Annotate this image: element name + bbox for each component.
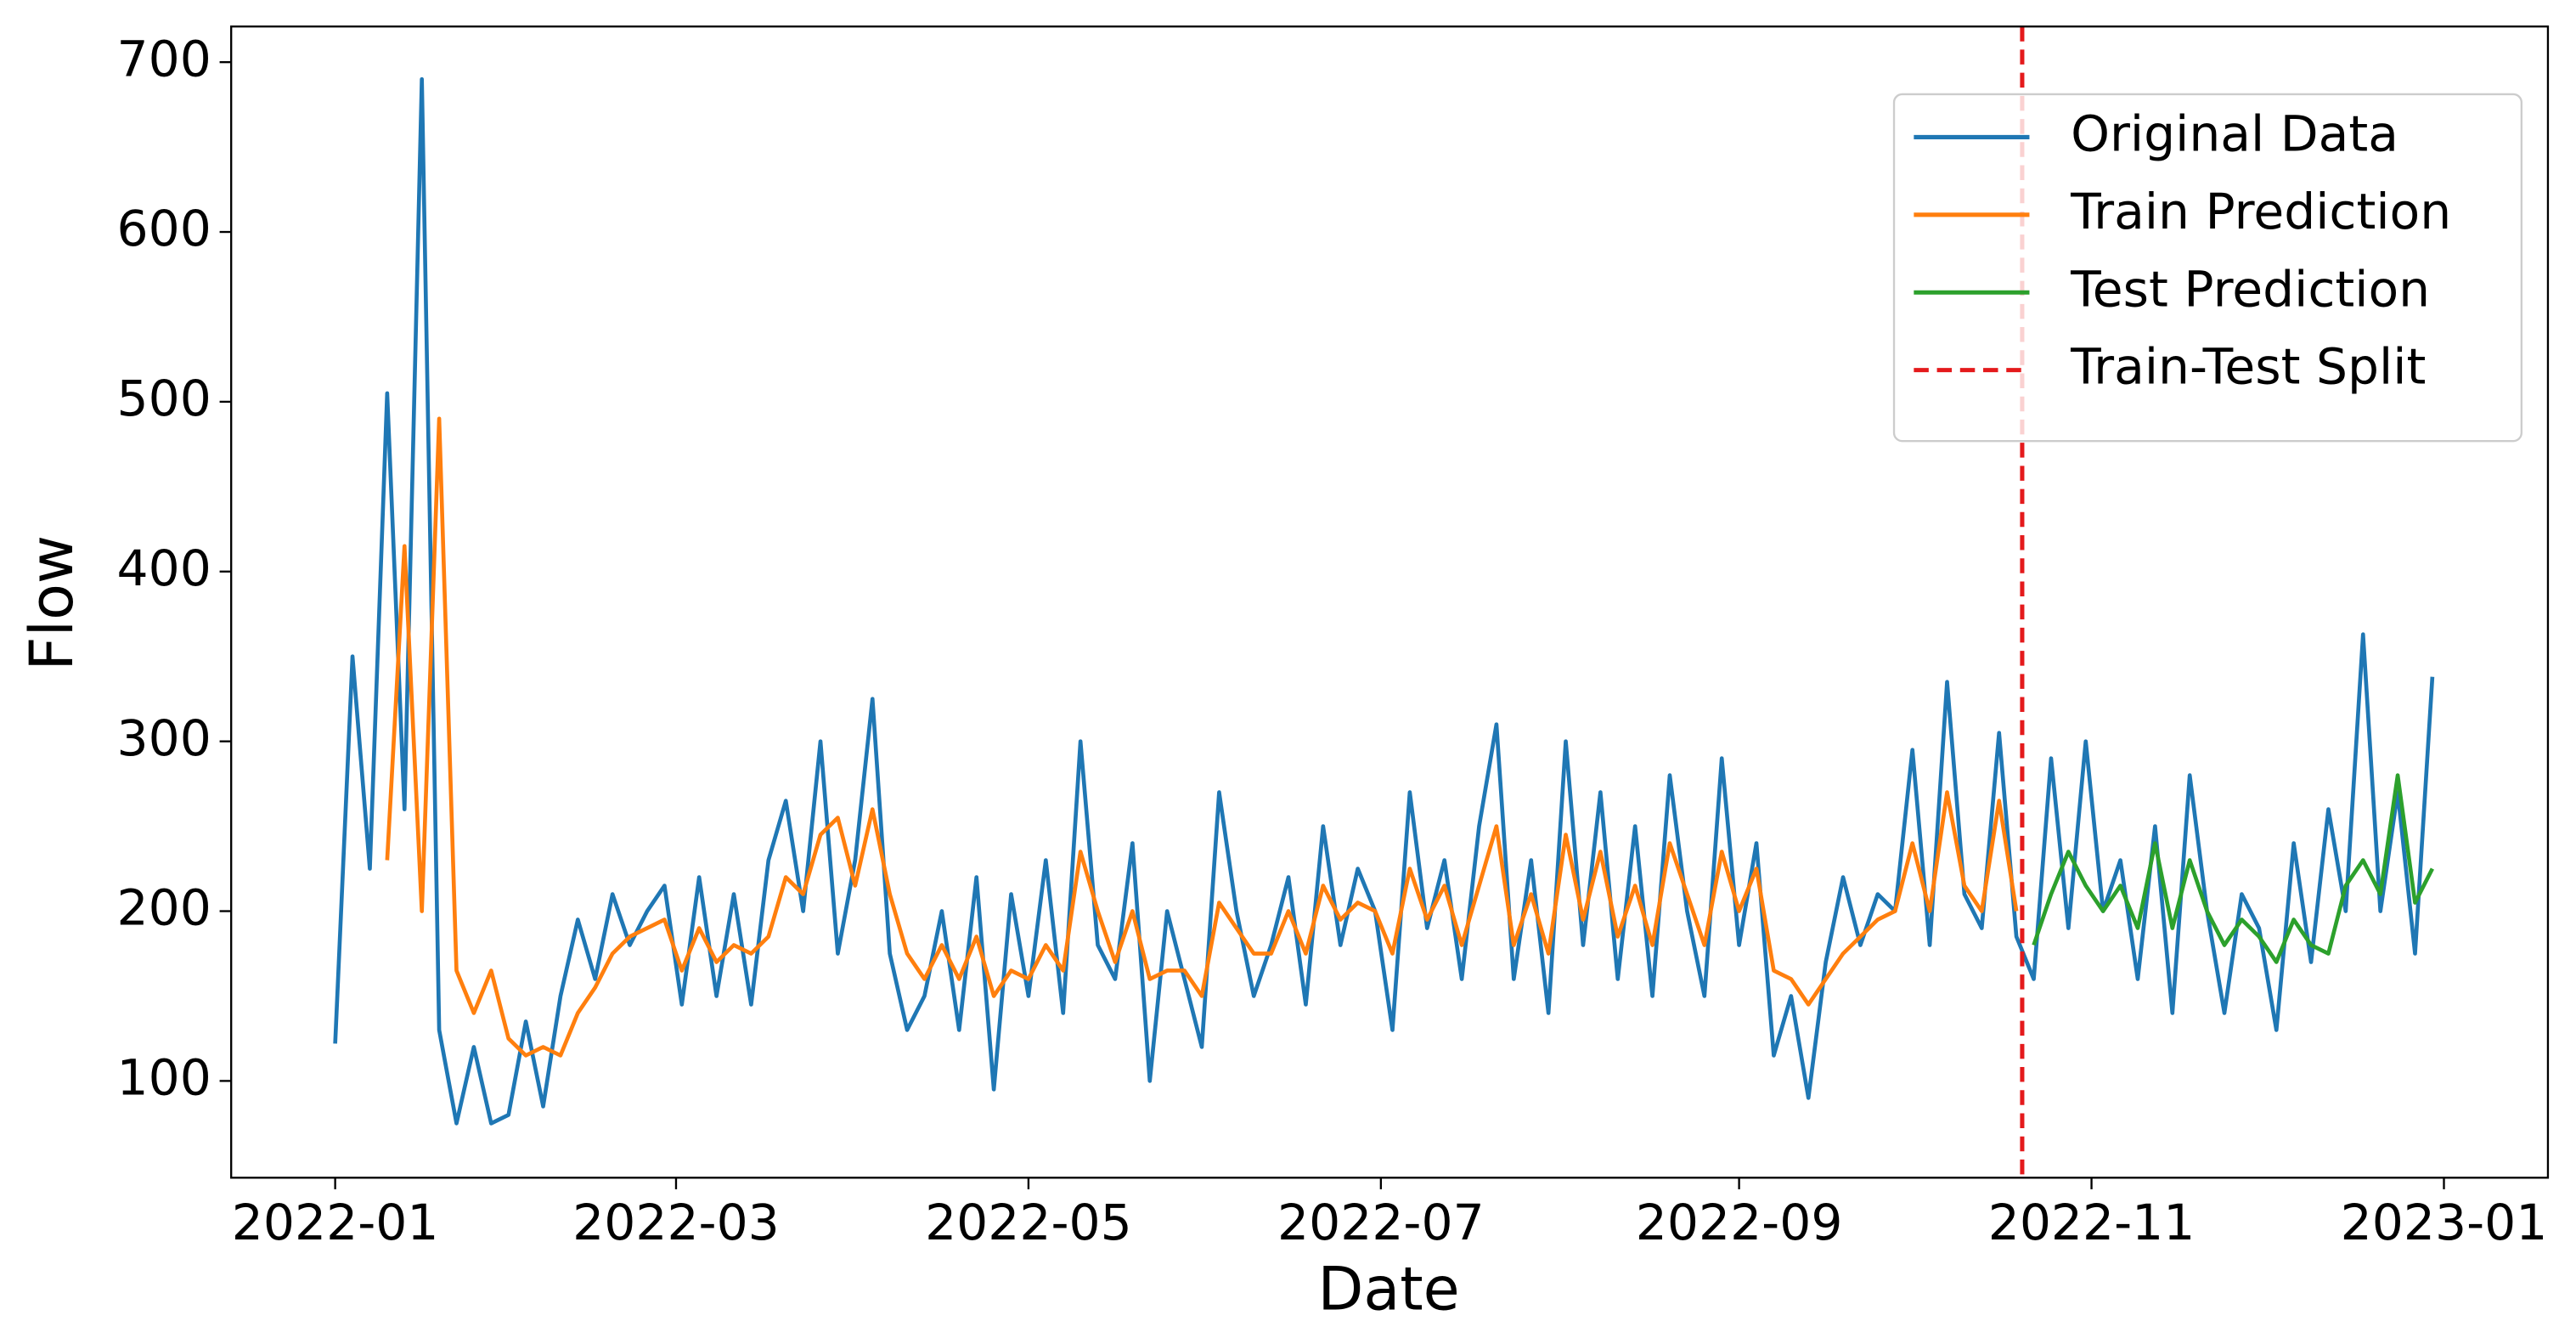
series-line [333,76,2435,1126]
y-tick-label: 600 [117,200,211,257]
x-tick-label: 2022-09 [1636,1194,1843,1251]
y-axis-label: Flow [17,535,87,671]
x-axis-label: Date [1317,1254,1459,1324]
y-tick-label: 400 [117,539,211,597]
y-tick-label: 200 [117,879,211,937]
legend-label: Original Data [2071,105,2398,163]
legend-label: Test Prediction [2070,260,2430,318]
x-tick-label: 2022-05 [925,1194,1132,1251]
y-tick-label: 500 [117,370,211,427]
y-tick-label: 300 [117,709,211,767]
x-tick-label: 2023-01 [2341,1194,2548,1251]
y-tick-label: 700 [117,30,211,88]
x-tick-label: 2022-01 [232,1194,439,1251]
x-tick-label: 2022-07 [1277,1194,1485,1251]
legend: Original Data Train Prediction Test Predic… [1892,93,2523,443]
series-line [385,416,2019,1058]
y-tick-label: 100 [117,1049,211,1107]
legend-label: Train Prediction [2070,183,2451,240]
legend-label: Train-Test Split [2070,338,2426,396]
legend-box [1892,93,2523,443]
plot-frame [230,25,2550,1179]
x-tick-label: 2022-11 [1988,1194,2196,1251]
x-tick-label: 2022-03 [572,1194,780,1251]
series-line [2032,773,2434,964]
